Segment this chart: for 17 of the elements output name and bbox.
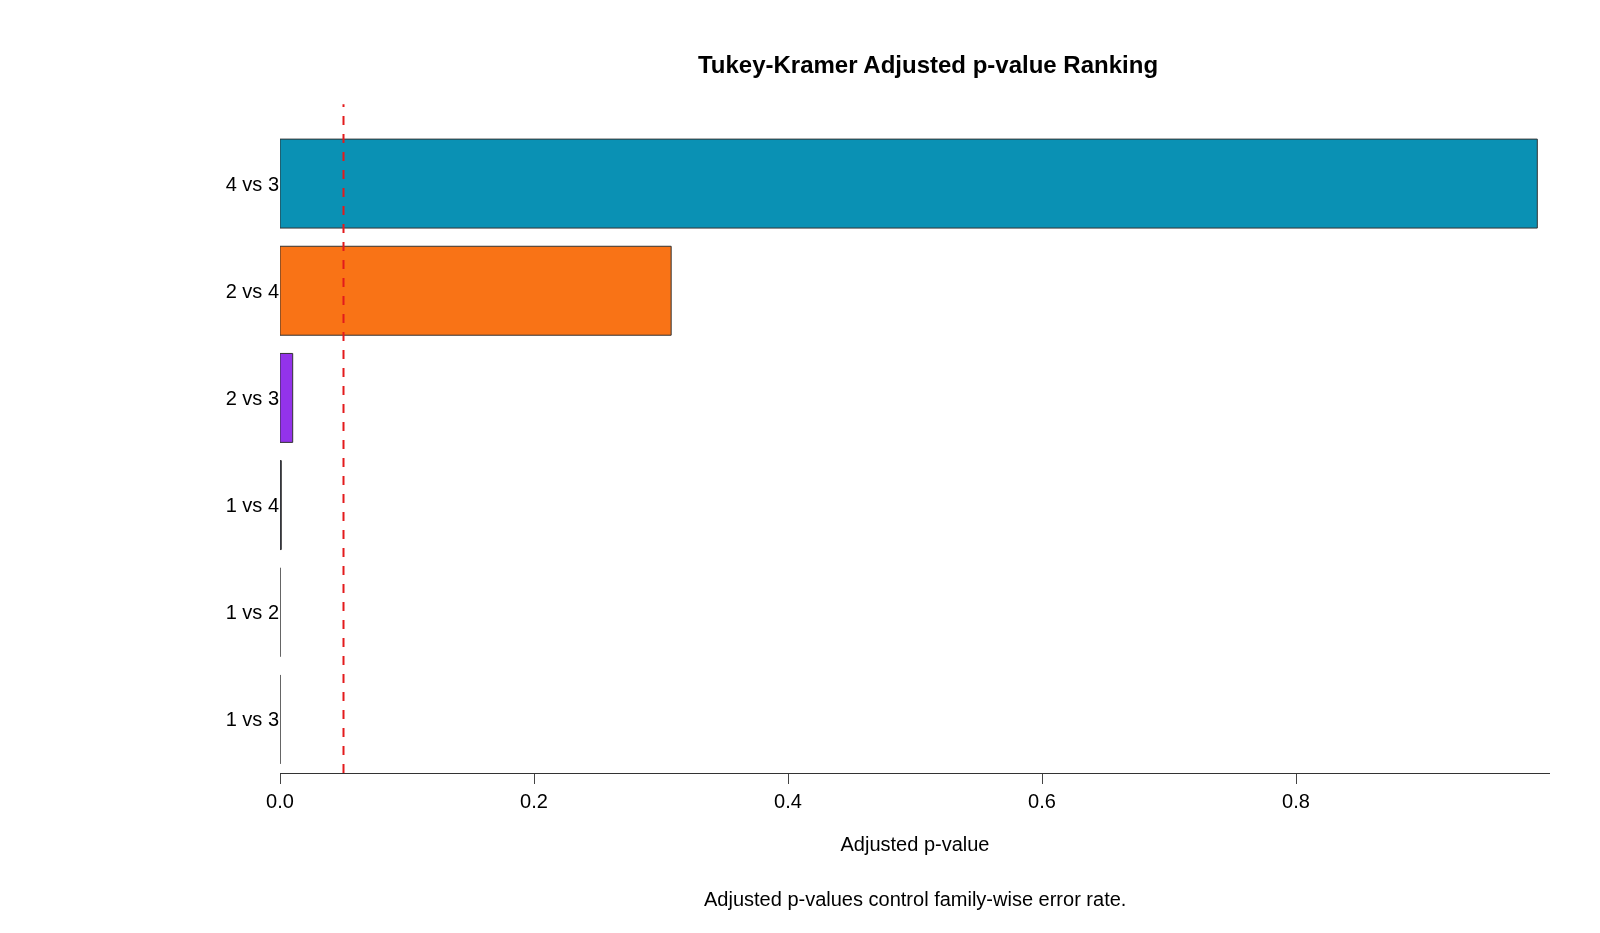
x-tick-label: 0.8 (1282, 790, 1310, 812)
x-tick-label: 0.6 (1028, 790, 1056, 812)
bar (280, 245, 672, 336)
bar (280, 352, 294, 443)
x-tick-label: 0.4 (774, 790, 802, 812)
y-tick-label: 2 vs 3 (225, 386, 279, 409)
y-tick-label: 2 vs 4 (225, 279, 279, 302)
x-axis-title: Adjusted p-value (840, 832, 990, 855)
chart-title: Tukey-Kramer Adjusted p-value Ranking (697, 50, 1159, 78)
y-tick-label: 4 vs 3 (225, 172, 279, 195)
y-tick-label: 1 vs 3 (225, 708, 279, 731)
x-tick-label: 0.0 (266, 790, 294, 812)
y-tick-label: 1 vs 4 (225, 494, 279, 517)
y-tick-label: 1 vs 2 (225, 601, 279, 624)
bar (280, 138, 1538, 229)
x-tick-label: 0.2 (520, 790, 548, 812)
text: Adjusted p-values control family-wise error rate. (704, 888, 1127, 910)
